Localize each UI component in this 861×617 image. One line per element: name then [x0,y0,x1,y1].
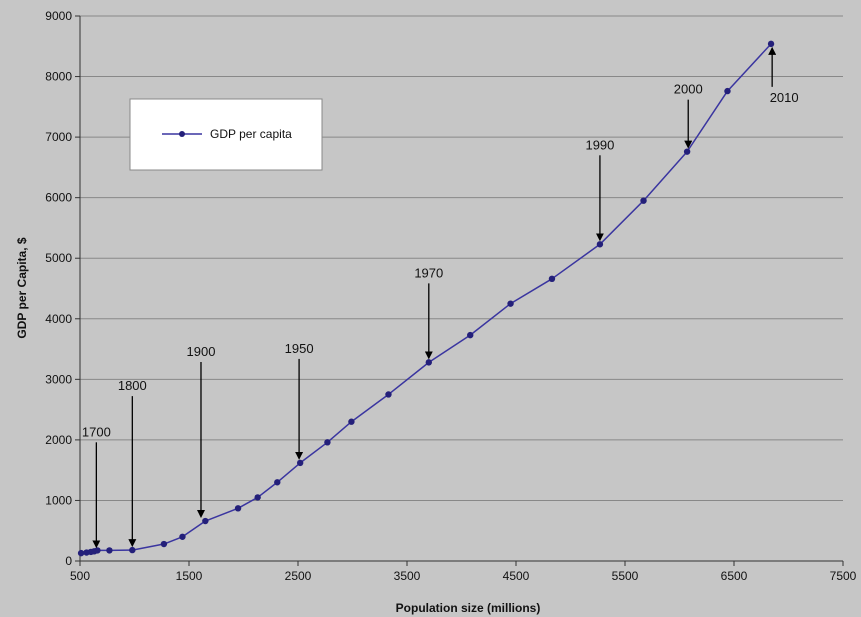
y-tick-label: 8000 [45,70,72,84]
annotation-label: 2010 [770,90,799,105]
annotation-label: 1970 [414,265,443,280]
legend: GDP per capita [129,98,323,171]
data-point [160,540,168,548]
x-tick-label: 1500 [176,569,203,583]
annotation-label: 1990 [585,137,614,152]
y-tick-label: 6000 [45,191,72,205]
x-tick-label: 2500 [285,569,312,583]
x-tick-label: 3500 [394,569,421,583]
data-point [296,459,304,467]
data-point [234,505,242,512]
y-tick-label: 5000 [45,251,72,265]
legend-marker-sample [179,131,185,137]
x-axis-title: Population size (millions) [396,601,541,615]
data-point [254,494,261,501]
data-point [129,546,136,554]
legend-label: GDP per capita [210,127,292,141]
data-point [507,300,514,307]
data-point [274,479,281,486]
y-tick-label: 4000 [45,312,72,326]
data-point [106,547,113,554]
data-point [596,241,604,248]
data-point [467,331,474,339]
data-point [77,549,85,557]
tick-labels: 0 1000 2000 3000 4000 5000 6000 7000 8000 9000 500… [45,9,856,583]
y-tick-label: 9000 [45,9,72,23]
data-point [683,148,691,155]
data-point [640,197,647,204]
x-tick-label: 5500 [612,569,639,583]
annotations: 1700 1800 1900 1950 1970 1990 2000 2010 [82,46,799,549]
y-tick-label: 3000 [45,372,72,386]
y-tick-label: 0 [65,554,72,568]
data-point [548,275,556,283]
data-point [425,359,432,366]
x-tick-label: 7500 [830,569,857,583]
annotation-label: 1800 [118,378,147,393]
x-tick-label: 6500 [721,569,748,583]
data-point [767,40,775,48]
annotation-label: 1700 [82,424,111,439]
annotation-label: 2000 [674,82,703,97]
data-point [724,87,731,95]
axes [75,15,844,566]
x-tick-label: 4500 [503,569,530,583]
data-point [179,533,186,540]
data-point [94,547,101,554]
annotation-label: 1950 [285,341,314,356]
data-point [385,391,392,398]
y-axis-title: GDP per Capita, $ [15,237,29,338]
annotation-label: 1900 [187,344,216,359]
data-point [324,439,331,446]
y-tick-label: 2000 [45,433,72,447]
data-point [348,418,355,425]
series [77,40,775,557]
y-tick-label: 7000 [45,130,72,144]
y-tick-label: 1000 [45,493,72,507]
data-point [202,517,209,525]
x-tick-label: 500 [70,569,90,583]
